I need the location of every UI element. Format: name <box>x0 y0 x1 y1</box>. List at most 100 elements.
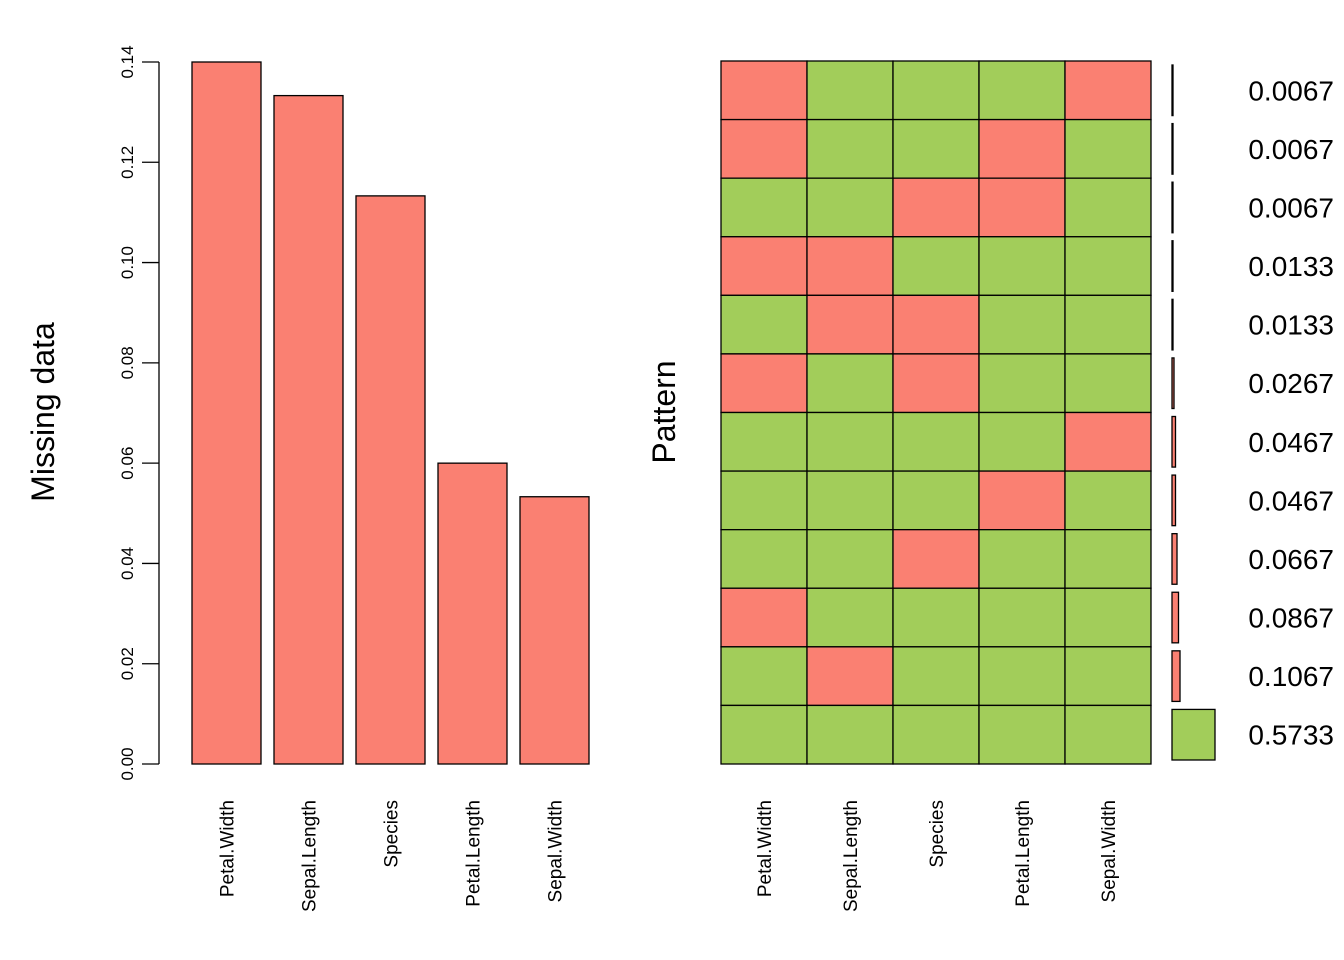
pattern-cell <box>1064 529 1152 589</box>
pattern-cell <box>1064 411 1152 472</box>
pattern-cell <box>1064 177 1152 238</box>
pattern-proportion-bar <box>1171 708 1216 761</box>
pattern-cell <box>720 177 808 238</box>
pattern-proportion-label: 0.0267 <box>1248 368 1334 399</box>
pattern-proportion-bar <box>1171 591 1180 644</box>
pattern-proportion-label: 0.0067 <box>1248 75 1334 106</box>
pattern-proportion-label: 0.0133 <box>1248 251 1334 282</box>
bar-category-labels: Petal.Width Sepal.Length Species Petal.Leng… <box>218 800 567 912</box>
pattern-cell <box>720 236 808 296</box>
bar-y-tick-label: 0.08 <box>118 346 137 379</box>
bar <box>437 462 508 765</box>
pattern-column-label: Sepal.Width <box>1099 800 1120 902</box>
pattern-cell <box>1064 704 1152 765</box>
pattern-proportion-bar <box>1171 122 1174 175</box>
pattern-cell <box>978 646 1066 707</box>
pattern-cell <box>978 118 1066 179</box>
pattern-cell <box>892 587 980 648</box>
pattern-cell <box>978 529 1066 589</box>
pattern-cell <box>720 646 808 707</box>
pattern-cell <box>892 60 980 121</box>
bar <box>519 496 590 765</box>
bar-y-tick-label: 0.00 <box>118 747 137 780</box>
pattern-cell <box>720 118 808 179</box>
bar-category-label: Petal.Length <box>464 800 485 907</box>
pattern-cell <box>892 529 980 589</box>
bar-y-tick-label: 0.02 <box>118 647 137 680</box>
pattern-proportion-bar <box>1171 181 1174 234</box>
bar-y-tick-label: 0.10 <box>118 246 137 279</box>
pattern-cell <box>806 236 894 296</box>
pattern-cell <box>806 118 894 179</box>
pattern-cell <box>806 294 894 355</box>
pattern-cell <box>978 587 1066 648</box>
bar-y-tick-label: 0.04 <box>118 547 137 580</box>
pattern-grid <box>720 60 1152 765</box>
bar-category-label: Sepal.Width <box>546 800 567 902</box>
pattern-cell <box>806 411 894 472</box>
pattern-cell <box>892 646 980 707</box>
pattern-y-axis-title: Pattern <box>646 360 682 463</box>
pattern-cell <box>1064 587 1152 648</box>
pattern-proportion-bar <box>1171 357 1175 410</box>
pattern-cell <box>1064 294 1152 355</box>
pattern-cell <box>892 411 980 472</box>
pattern-cell <box>1064 236 1152 296</box>
pattern-proportion-bar <box>1171 240 1174 292</box>
bar-y-tick-label: 0.14 <box>118 45 137 78</box>
pattern-proportion-label: 0.1067 <box>1248 661 1334 692</box>
pattern-cell <box>978 704 1066 765</box>
pattern-proportion-label: 0.0133 <box>1248 310 1334 341</box>
pattern-cell <box>892 236 980 296</box>
missing-pattern-chart: Pattern 0.00670.00670.00670.01330.01330.… <box>646 60 1334 912</box>
pattern-cell <box>806 60 894 121</box>
pattern-cell <box>720 60 808 121</box>
pattern-cell <box>892 353 980 414</box>
pattern-column-label: Petal.Width <box>755 800 776 897</box>
pattern-cell <box>806 646 894 707</box>
pattern-proportion-label: 0.0667 <box>1248 544 1334 575</box>
pattern-cell <box>892 177 980 238</box>
pattern-cell <box>892 118 980 179</box>
pattern-cell <box>978 470 1066 531</box>
pattern-cell <box>720 470 808 531</box>
pattern-cell <box>892 470 980 531</box>
bar <box>273 94 344 765</box>
pattern-cell <box>806 353 894 414</box>
pattern-cell <box>720 587 808 648</box>
bar-y-tick-label: 0.12 <box>118 146 137 179</box>
pattern-proportion-label: 0.0467 <box>1248 485 1334 516</box>
pattern-column-label: Petal.Length <box>1013 800 1034 907</box>
pattern-proportion-bar <box>1171 650 1181 703</box>
bar-category-label: Species <box>382 800 403 868</box>
bar-y-tick-label: 0.06 <box>118 447 137 480</box>
pattern-proportion-bars <box>1171 64 1216 761</box>
pattern-column-label: Sepal.Length <box>841 800 862 912</box>
pattern-proportion-label: 0.0067 <box>1248 192 1334 223</box>
pattern-proportion-labels: 0.0067 0.0067 0.0067 0.0133 0.0133 0.0267 0.04… <box>1248 75 1334 750</box>
pattern-proportion-bar <box>1171 64 1174 117</box>
bar <box>355 195 426 765</box>
pattern-proportion-bar <box>1171 533 1178 585</box>
pattern-cell <box>978 294 1066 355</box>
bar-y-axis-title: Missing data <box>25 322 61 502</box>
pattern-cell <box>806 177 894 238</box>
pattern-cell <box>806 587 894 648</box>
pattern-cell <box>1064 118 1152 179</box>
pattern-proportion-label: 0.5733 <box>1248 720 1334 751</box>
pattern-cell <box>806 704 894 765</box>
pattern-cell <box>1064 60 1152 121</box>
pattern-proportion-label: 0.0067 <box>1248 134 1334 165</box>
pattern-cell <box>978 411 1066 472</box>
pattern-cell <box>720 353 808 414</box>
pattern-proportion-label: 0.0867 <box>1248 603 1334 634</box>
pattern-cell <box>978 236 1066 296</box>
pattern-cell <box>978 60 1066 121</box>
pattern-cell <box>1064 646 1152 707</box>
bar-category-label: Petal.Width <box>218 800 239 897</box>
pattern-proportion-bar <box>1171 415 1177 468</box>
pattern-cell <box>1064 470 1152 531</box>
pattern-cell <box>892 294 980 355</box>
pattern-cell <box>892 704 980 765</box>
